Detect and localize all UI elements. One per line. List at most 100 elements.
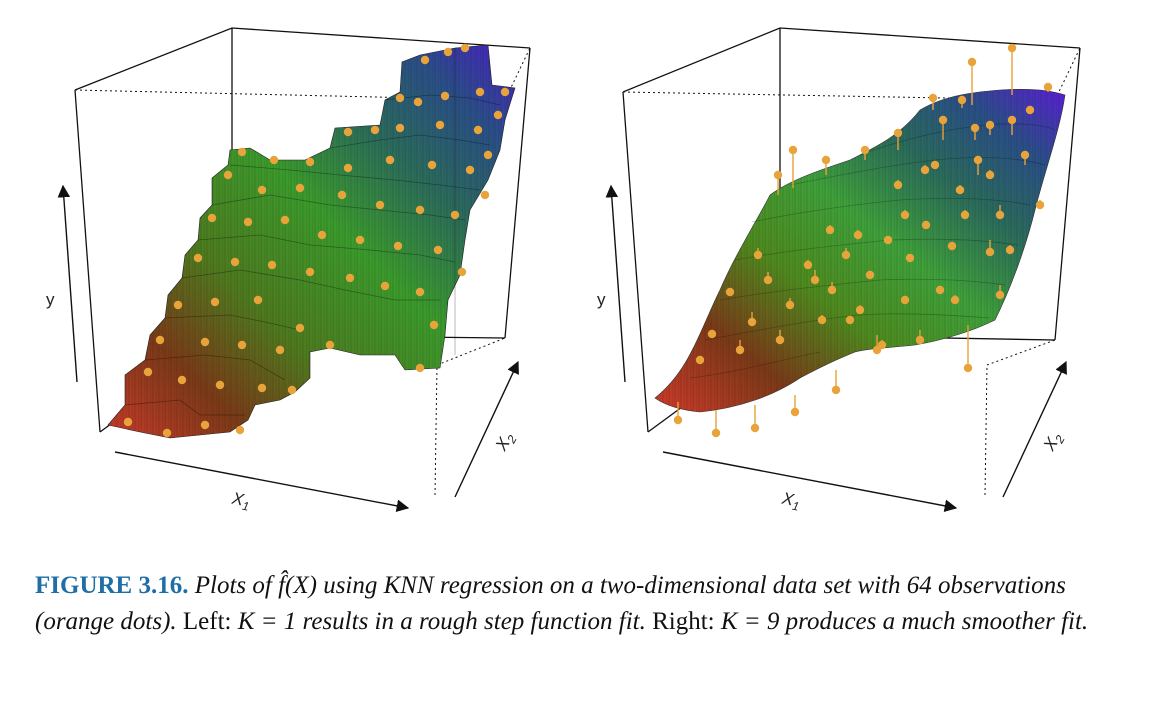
left-x2-axis-arrow [454, 360, 519, 498]
observation-point [123, 417, 133, 427]
observation-point [711, 428, 721, 438]
observation-point [483, 150, 493, 160]
observation-point [230, 257, 240, 267]
observation-point [243, 217, 253, 227]
observation-point [269, 155, 279, 165]
observation-point [343, 127, 353, 137]
observation-point [725, 287, 735, 297]
observation-point [920, 165, 930, 175]
observation-point [385, 155, 395, 165]
observation-point [673, 415, 683, 425]
right-x2-axis-arrow [1002, 360, 1067, 498]
observation-point [345, 273, 355, 283]
observation-point [938, 115, 948, 125]
observation-point [985, 247, 995, 257]
observation-point [930, 160, 940, 170]
observation-point [493, 110, 503, 120]
observation-point [427, 160, 437, 170]
observation-point [973, 155, 983, 165]
observation-point [921, 220, 931, 230]
observation-point [275, 345, 285, 355]
right-points [673, 43, 1053, 438]
observation-point [788, 145, 798, 155]
observation-point [215, 380, 225, 390]
observation-point [915, 335, 925, 345]
observation-point [950, 295, 960, 305]
observation-point [985, 170, 995, 180]
observation-point [173, 300, 183, 310]
observation-point [237, 147, 247, 157]
observation-point [747, 317, 757, 327]
observation-point [883, 235, 893, 245]
left-panel: y X1 X2 [46, 27, 531, 514]
observation-point [143, 367, 153, 377]
observation-point [957, 95, 967, 105]
observation-point [928, 93, 938, 103]
observation-point [825, 225, 835, 235]
right-x2-label: X2 [1039, 429, 1068, 457]
observation-point [280, 215, 290, 225]
figure-caption: FIGURE 3.16. Plots of f̂(X) using KNN re… [35, 568, 1130, 640]
observation-point [155, 335, 165, 345]
observation-point [845, 315, 855, 325]
observation-point [267, 260, 277, 270]
observation-point [1035, 200, 1045, 210]
observation-point [395, 123, 405, 133]
caption-left-word: Left: [182, 608, 232, 635]
right-surface-mesh [655, 89, 1065, 413]
observation-point [935, 285, 945, 295]
left-step-edges [124, 48, 501, 416]
observation-point [1020, 150, 1030, 160]
observation-point [287, 385, 297, 395]
observation-point [415, 363, 425, 373]
observation-point [785, 300, 795, 310]
observation-point [325, 340, 335, 350]
observation-point [853, 230, 863, 240]
observation-point [1025, 105, 1035, 115]
observation-point [967, 57, 977, 67]
observation-point [995, 290, 1005, 300]
observation-point [1007, 115, 1017, 125]
caption-fhat: f̂(X) [278, 572, 317, 599]
observation-point [735, 345, 745, 355]
observation-point [1043, 82, 1053, 92]
observation-point [1007, 43, 1017, 53]
observation-point [257, 185, 267, 195]
observation-point [207, 213, 217, 223]
observation-point [750, 423, 760, 433]
figure-panels: y X1 X2 [46, 27, 1081, 514]
observation-point [429, 320, 439, 330]
left-x2-label: X2 [491, 429, 520, 457]
caption-right-word: Right: [652, 608, 715, 635]
left-hidden-edges [74, 47, 531, 496]
observation-point [450, 210, 460, 220]
observation-point [831, 385, 841, 395]
left-surface-mesh [108, 45, 515, 438]
observation-point [295, 323, 305, 333]
observation-point [480, 190, 490, 200]
observation-point [380, 281, 390, 291]
caption-part3: results in a rough step function fit. [302, 608, 646, 635]
left-y-axis-arrow [57, 184, 78, 383]
observation-point [810, 275, 820, 285]
observation-point [200, 420, 210, 430]
observation-point [960, 210, 970, 220]
observation-point [305, 157, 315, 167]
caption-part4: produces a much smoother fit. [785, 608, 1089, 635]
observation-point [860, 145, 870, 155]
observation-point [337, 190, 347, 200]
observation-point [177, 375, 187, 385]
observation-point [257, 383, 267, 393]
observation-point [790, 407, 800, 417]
observation-point [1005, 245, 1015, 255]
observation-point [817, 315, 827, 325]
observation-point [947, 241, 957, 251]
observation-point [773, 170, 783, 180]
observation-point [865, 270, 875, 280]
caption-k1: K = 1 [237, 608, 297, 635]
observation-point [465, 165, 475, 175]
observation-point [305, 267, 315, 277]
observation-point [162, 428, 172, 438]
observation-point [413, 97, 423, 107]
right-x1-label: X1 [779, 488, 802, 513]
